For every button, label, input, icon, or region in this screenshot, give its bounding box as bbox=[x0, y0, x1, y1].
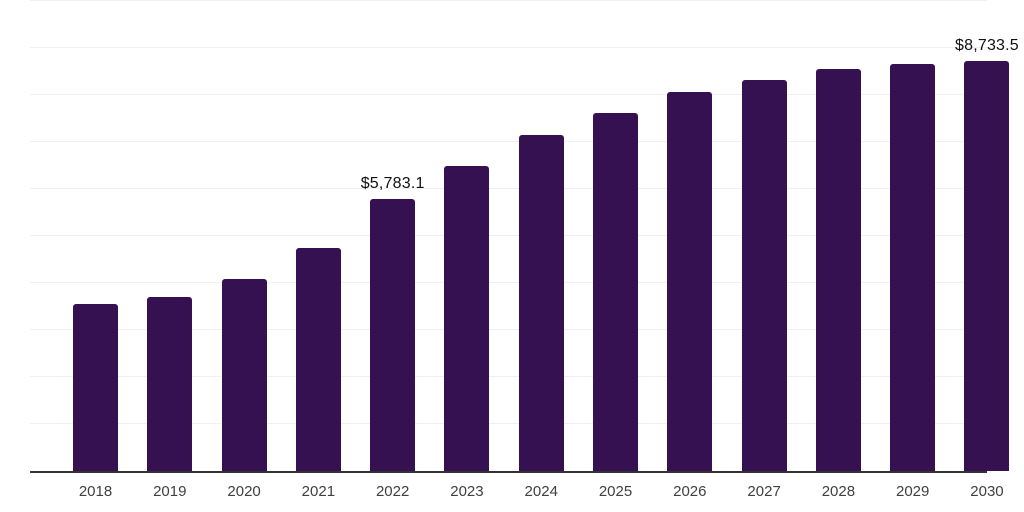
data-label-2022: $5,783.1 bbox=[360, 175, 425, 193]
gridline bbox=[30, 376, 987, 377]
bar-2028 bbox=[815, 68, 861, 471]
gridline bbox=[30, 282, 987, 283]
x-tick-label: 2025 bbox=[598, 483, 633, 500]
x-tick-label: 2028 bbox=[821, 483, 856, 500]
gridline bbox=[30, 188, 987, 189]
bar-2021 bbox=[295, 247, 341, 471]
x-tick-label: 2030 bbox=[970, 483, 1004, 500]
x-tick-label: 2024 bbox=[524, 483, 558, 500]
plot-area: $5,783.1 $8,733.5 bbox=[30, 0, 1019, 473]
bar-2030 bbox=[964, 60, 1010, 471]
bar-2024 bbox=[518, 134, 564, 471]
x-axis-line bbox=[30, 471, 987, 473]
x-tick-label: 2018 bbox=[78, 483, 113, 500]
bar-2023 bbox=[444, 166, 490, 471]
x-tick-label: 2019 bbox=[153, 483, 187, 500]
x-tick-label: 2027 bbox=[747, 483, 781, 500]
gridline bbox=[30, 235, 987, 236]
bar-2026 bbox=[667, 92, 713, 471]
bar-2020 bbox=[221, 278, 267, 471]
x-tick-label: 2023 bbox=[450, 483, 484, 500]
bar-2018 bbox=[73, 303, 118, 471]
bar-2027 bbox=[741, 79, 787, 471]
bar-2029 bbox=[890, 63, 936, 471]
gridline bbox=[30, 47, 987, 48]
bar-2025 bbox=[593, 112, 639, 471]
data-label-2030: $8,733.5 bbox=[955, 36, 1019, 54]
x-tick-label: 2021 bbox=[301, 483, 336, 500]
bar-2022 bbox=[370, 199, 416, 471]
x-tick-label: 2020 bbox=[227, 483, 261, 500]
gridline bbox=[30, 94, 987, 95]
gridline bbox=[30, 329, 987, 330]
gridline bbox=[30, 0, 987, 1]
x-tick-label: 2026 bbox=[673, 483, 707, 500]
x-tick-label: 2022 bbox=[375, 483, 410, 500]
gridline bbox=[30, 423, 987, 424]
x-tick-label: 2029 bbox=[896, 483, 930, 500]
gridline bbox=[30, 141, 987, 142]
bar-2019 bbox=[147, 296, 193, 471]
